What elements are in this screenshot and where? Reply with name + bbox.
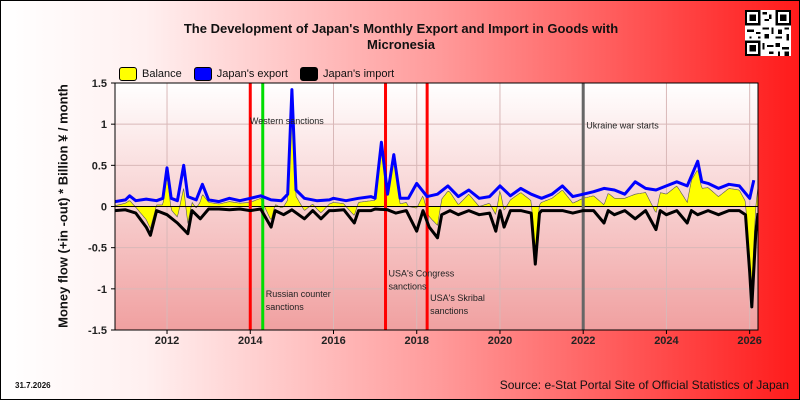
legend-item-balance: Balance xyxy=(119,67,182,81)
legend-swatch-import xyxy=(299,67,318,81)
plot-border xyxy=(114,82,759,331)
export-line xyxy=(115,88,756,204)
legend-item-import: Japan's import xyxy=(299,67,395,81)
event-label: Western sanctions xyxy=(250,116,324,126)
legend-swatch-export xyxy=(193,67,212,81)
chart-title: The Development of Japan's Monthly Expor… xyxy=(183,21,619,52)
y-tick-label: 1.5 xyxy=(92,78,107,90)
source-note: Source: e-Stat Portal Site of Official S… xyxy=(499,378,789,392)
legend-swatch-balance xyxy=(119,67,137,81)
x-tick-label: 2020 xyxy=(488,335,512,347)
y-tick-label: 0.5 xyxy=(92,160,107,172)
import-line xyxy=(115,207,758,309)
x-tick-label: 2026 xyxy=(737,335,761,347)
chart-legend: Balance Japan's export Japan's import xyxy=(119,65,406,83)
x-tick-label: 2014 xyxy=(238,335,263,347)
legend-label-export: Japan's export xyxy=(216,68,288,80)
event-label: Ukraine war starts xyxy=(586,120,659,130)
y-tick-label: 1 xyxy=(101,119,107,131)
legend-label-import: Japan's import xyxy=(322,68,395,80)
event-label: USA's Skribal sanctions xyxy=(430,293,485,316)
y-tick-label: -1 xyxy=(97,284,107,296)
x-tick-label: 2012 xyxy=(155,335,179,347)
x-tick-label: 2018 xyxy=(404,335,428,347)
legend-label-balance: Balance xyxy=(142,68,182,80)
y-tick-label: 0 xyxy=(101,202,107,214)
x-tick-label: 2016 xyxy=(321,335,345,347)
x-tick-label: 2024 xyxy=(654,335,679,347)
y-tick-label: -0.5 xyxy=(88,243,107,255)
event-label: USA's Congress sanctions xyxy=(389,268,455,291)
y-tick-label: -1.5 xyxy=(88,325,107,337)
date-stamp: 31.7.2026 xyxy=(15,381,51,390)
balance-area xyxy=(115,94,758,288)
x-tick-label: 2022 xyxy=(571,335,595,347)
qr-code xyxy=(745,10,791,56)
legend-item-export: Japan's export xyxy=(193,67,288,81)
event-label: Russian counter sanctions xyxy=(266,289,331,312)
